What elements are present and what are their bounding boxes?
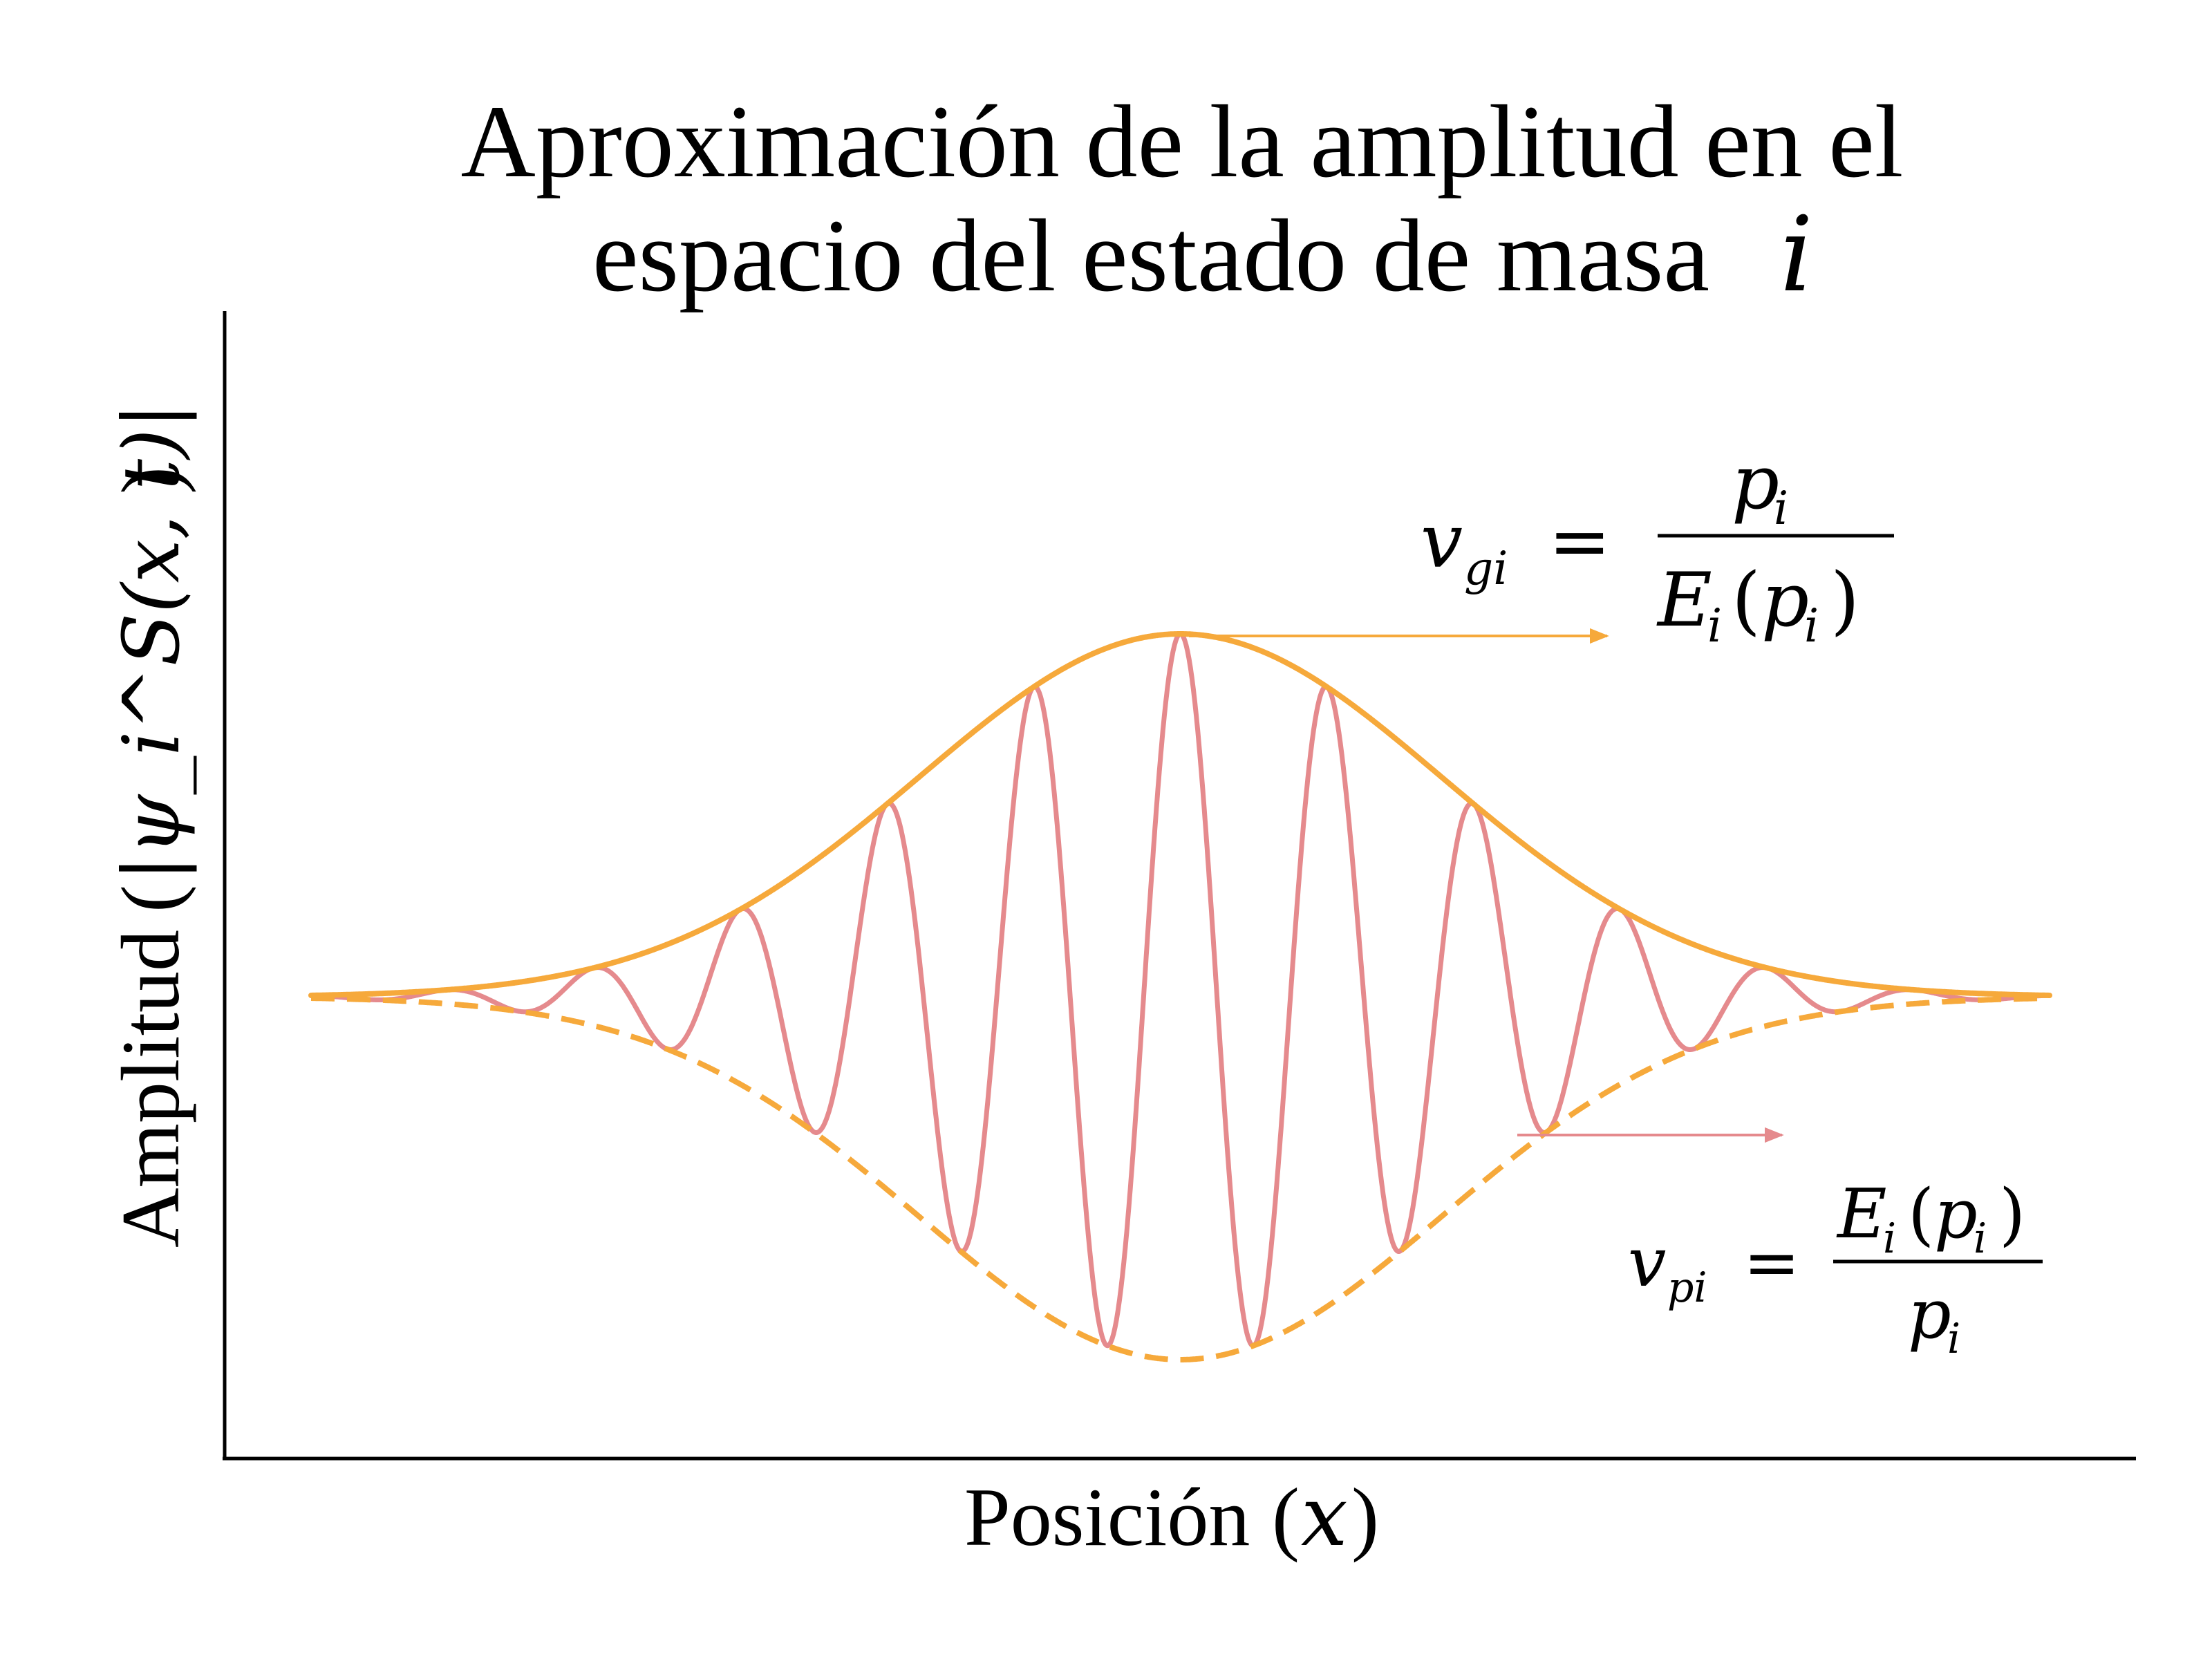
- vp-numerator-argument-symbol: p: [1934, 1175, 1978, 1254]
- chart-title-line-2: espacio del estado de masa: [592, 198, 1709, 313]
- lower-envelope-line: [311, 995, 2050, 1362]
- x-axis-label-close-paren: ): [1351, 1471, 1379, 1563]
- vp-numerator-argument-subscript: i: [1974, 1215, 1987, 1263]
- vg-lhs-symbol: v: [1421, 498, 1463, 585]
- vp-denominator-symbol: p: [1908, 1275, 1951, 1354]
- vg-open-paren: (: [1732, 557, 1761, 644]
- y-axis-label-open-paren: (: [104, 885, 196, 912]
- y-axis-label-math: |ψ_i^S(x, t)|: [107, 403, 197, 881]
- vg-denominator-symbol: E: [1656, 557, 1712, 644]
- phase-velocity-formula: v pi = E i ( p i ) p i: [1628, 1175, 2043, 1363]
- chart-title-line-1: Aproximación de la amplitud en el: [461, 84, 1904, 199]
- vp-close-paren: ): [1999, 1175, 2025, 1254]
- x-axis-label: Posición ( x ): [964, 1469, 1379, 1565]
- vg-numerator-subscript: i: [1774, 482, 1788, 535]
- x-axis-label-math: x: [1301, 1469, 1348, 1565]
- upper-envelope-line: [308, 631, 2052, 998]
- vg-denominator-argument-symbol: p: [1761, 557, 1809, 644]
- vp-denominator-subscript: i: [1947, 1315, 1960, 1363]
- vp-equals: =: [1743, 1224, 1800, 1302]
- x-axis-label-text: Posición: [964, 1471, 1250, 1563]
- vp-open-paren: (: [1908, 1175, 1934, 1254]
- vg-numerator-symbol: p: [1732, 440, 1779, 526]
- vp-numerator-symbol: E: [1836, 1175, 1887, 1254]
- vp-numerator-subscript: i: [1883, 1215, 1896, 1263]
- vg-lhs-subscript: gi: [1464, 542, 1508, 595]
- vg-close-paren: ): [1830, 557, 1859, 644]
- group-velocity-formula: v gi = p i E i ( p i ): [1421, 440, 1894, 653]
- chart-title-math-symbol: i: [1780, 195, 1813, 315]
- vg-denominator-subscript: i: [1707, 599, 1722, 653]
- y-axis-label-text: Amplitud: [104, 930, 196, 1248]
- vp-lhs-subscript: pi: [1667, 1264, 1707, 1312]
- x-axis-label-open-paren: (: [1272, 1471, 1300, 1563]
- vp-lhs-symbol: v: [1628, 1224, 1666, 1302]
- vg-denominator-argument-subscript: i: [1804, 599, 1819, 653]
- y-axis-label-close-paren: ): [104, 467, 196, 494]
- vg-equals: =: [1548, 498, 1611, 585]
- y-axis-label: Amplitud ( |ψ_i^S(x, t)| ): [104, 403, 197, 1248]
